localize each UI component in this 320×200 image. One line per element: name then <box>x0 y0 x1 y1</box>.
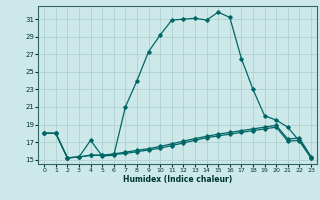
X-axis label: Humidex (Indice chaleur): Humidex (Indice chaleur) <box>123 175 232 184</box>
